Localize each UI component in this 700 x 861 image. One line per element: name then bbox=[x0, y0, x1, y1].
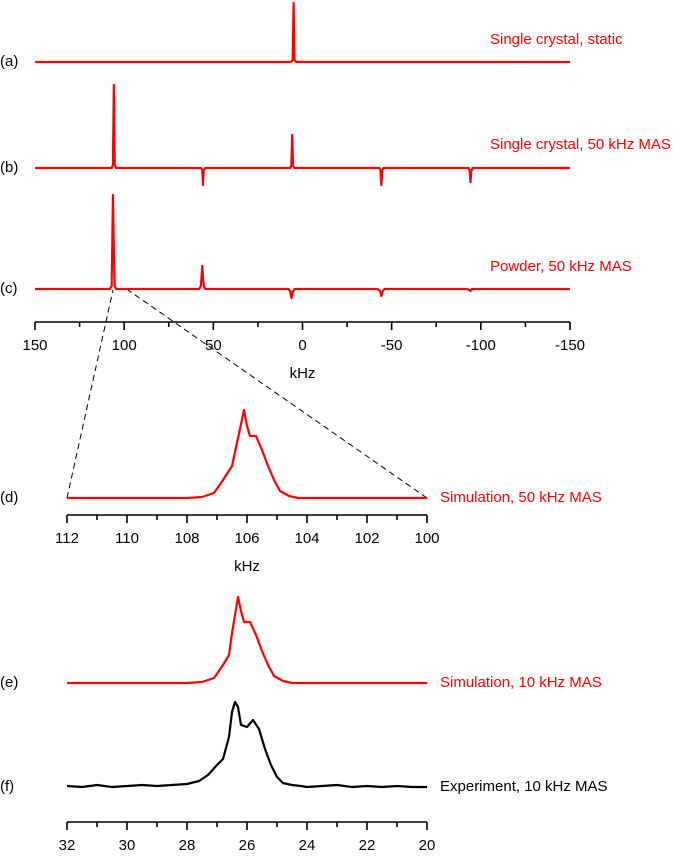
spectrum bbox=[67, 595, 427, 685]
x-tick-label: -150 bbox=[555, 337, 585, 354]
legend-entry: Powder, 50 kHz MAS bbox=[490, 258, 632, 275]
x-tick-label: 106 bbox=[234, 530, 259, 547]
x-axis-label: kHz bbox=[234, 558, 260, 575]
panel-label: (f) bbox=[0, 778, 14, 795]
panel-label: (a) bbox=[0, 53, 18, 70]
x-tick-label: 30 bbox=[119, 837, 136, 854]
x-tick-label: 100 bbox=[414, 530, 439, 547]
zoom-line bbox=[66, 289, 114, 499]
x-tick-label: 150 bbox=[22, 337, 47, 354]
x-tick-label: 112 bbox=[55, 530, 79, 547]
panel-label: (d) bbox=[0, 489, 18, 506]
spectrum bbox=[66, 700, 427, 789]
x-tick-label: 102 bbox=[354, 530, 379, 547]
x-tick-label: 100 bbox=[112, 337, 137, 354]
legend-entry: Single crystal, 50 kHz MAS bbox=[490, 136, 671, 153]
x-tick-label: -50 bbox=[381, 337, 403, 354]
x-tick-label: -100 bbox=[466, 337, 496, 354]
panel-label: (b) bbox=[0, 159, 18, 176]
legend-entry: Simulation, 10 kHz MAS bbox=[440, 674, 602, 691]
legend-entry: Experiment, 10 kHz MAS bbox=[440, 778, 608, 795]
panel-label: (e) bbox=[0, 674, 18, 691]
x-tick-label: 22 bbox=[359, 837, 376, 854]
x-tick-label: 104 bbox=[294, 530, 319, 547]
x-tick-label: 20 bbox=[419, 837, 436, 854]
zoom-line bbox=[127, 289, 428, 499]
x-tick-label: 24 bbox=[299, 837, 316, 854]
legend-entry: Single crystal, static bbox=[490, 31, 623, 48]
spectrum bbox=[35, 1, 570, 64]
x-tick-label: 110 bbox=[115, 530, 139, 547]
spectrum bbox=[67, 408, 427, 500]
x-tick-label: 32 bbox=[59, 837, 76, 854]
x-tick-label: 26 bbox=[239, 837, 256, 854]
panel-label: (c) bbox=[0, 280, 18, 297]
spectrum bbox=[35, 193, 570, 300]
x-tick-label: 0 bbox=[298, 337, 306, 354]
legend-entry: Simulation, 50 kHz MAS bbox=[440, 489, 602, 506]
x-tick-label: 50 bbox=[205, 337, 222, 354]
x-tick-label: 108 bbox=[174, 530, 199, 547]
spectrum bbox=[35, 83, 570, 187]
x-tick-label: 28 bbox=[179, 837, 196, 854]
x-axis-label: kHz bbox=[290, 365, 316, 382]
